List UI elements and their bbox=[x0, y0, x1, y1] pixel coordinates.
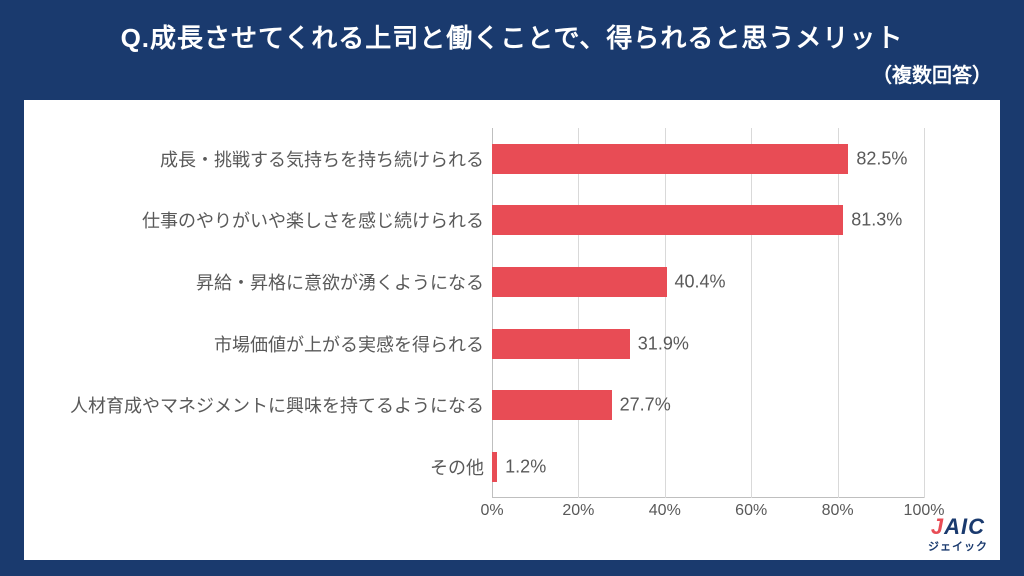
category-label: 人材育成やマネジメントに興味を持てるようになる bbox=[52, 392, 492, 418]
category-label: 成長・挑戦する気持ちを持ち続けられる bbox=[52, 146, 492, 172]
x-tick: 40% bbox=[649, 502, 681, 520]
bar-wrap: 27.7% bbox=[492, 390, 924, 420]
value-label: 81.3% bbox=[843, 210, 902, 231]
category-label: 昇給・昇格に意欲が湧くようになる bbox=[52, 269, 492, 295]
bar bbox=[492, 205, 843, 235]
x-tick: 0% bbox=[480, 502, 503, 520]
bar-row: 昇給・昇格に意欲が湧くようになる 40.4% bbox=[52, 260, 924, 304]
bar bbox=[492, 390, 612, 420]
category-label: 仕事のやりがいや楽しさを感じ続けられる bbox=[52, 207, 492, 233]
value-label: 27.7% bbox=[612, 395, 671, 416]
bar-row: 市場価値が上がる実感を得られる 31.9% bbox=[52, 322, 924, 366]
value-label: 31.9% bbox=[630, 333, 689, 354]
gridline bbox=[924, 128, 925, 498]
bar-row: その他 1.2% bbox=[52, 445, 924, 489]
chart-frame: Q.成長させてくれる上司と働くことで、得られると思うメリット （複数回答） 成長… bbox=[0, 0, 1024, 576]
bar-row: 人材育成やマネジメントに興味を持てるようになる 27.7% bbox=[52, 383, 924, 427]
bar-wrap: 31.9% bbox=[492, 329, 924, 359]
bar-row: 成長・挑戦する気持ちを持ち続けられる 82.5% bbox=[52, 137, 924, 181]
value-label: 40.4% bbox=[667, 272, 726, 293]
bar-wrap: 40.4% bbox=[492, 267, 924, 297]
x-tick: 20% bbox=[562, 502, 594, 520]
bar-wrap: 82.5% bbox=[492, 144, 924, 174]
bar bbox=[492, 144, 848, 174]
logo-text: JAIC bbox=[928, 516, 988, 538]
x-axis: 0% 20% 40% 60% 80% 100% bbox=[492, 502, 924, 526]
logo-main-text: AIC bbox=[944, 514, 985, 539]
chart-area: 成長・挑戦する気持ちを持ち続けられる 82.5% 仕事のやりがいや楽しさを感じ続… bbox=[24, 100, 1000, 560]
chart-title: Q.成長させてくれる上司と働くことで、得られると思うメリット bbox=[24, 18, 1000, 55]
bar-rows: 成長・挑戦する気持ちを持ち続けられる 82.5% 仕事のやりがいや楽しさを感じ続… bbox=[52, 128, 924, 498]
bar-row: 仕事のやりがいや楽しさを感じ続けられる 81.3% bbox=[52, 198, 924, 242]
category-label: その他 bbox=[52, 454, 492, 480]
category-label: 市場価値が上がる実感を得られる bbox=[52, 331, 492, 357]
x-tick: 80% bbox=[822, 502, 854, 520]
logo-subtext: ジェイック bbox=[928, 538, 988, 554]
bar-wrap: 1.2% bbox=[492, 452, 924, 482]
x-tick: 60% bbox=[735, 502, 767, 520]
chart-subtitle: （複数回答） bbox=[24, 59, 1000, 88]
bar-wrap: 81.3% bbox=[492, 205, 924, 235]
value-label: 1.2% bbox=[497, 457, 546, 478]
bar bbox=[492, 267, 667, 297]
logo-accent: J bbox=[931, 514, 944, 539]
bar bbox=[492, 329, 630, 359]
value-label: 82.5% bbox=[848, 148, 907, 169]
brand-logo: JAIC ジェイック bbox=[928, 516, 988, 554]
